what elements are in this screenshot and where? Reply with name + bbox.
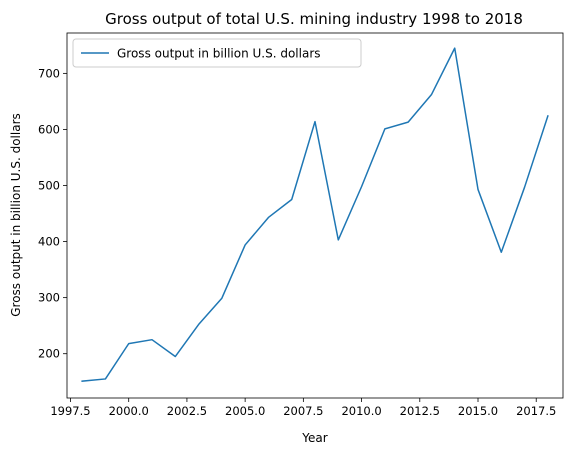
x-axis-label: Year bbox=[301, 431, 327, 445]
series-line-0 bbox=[81, 47, 549, 382]
x-tick-label: 1997.5 bbox=[50, 404, 90, 418]
x-tick-label: 2015.0 bbox=[458, 404, 498, 418]
y-tick-label: 700 bbox=[38, 66, 60, 80]
chart-title: Gross output of total U.S. mining indust… bbox=[105, 10, 523, 28]
x-tick-label: 2005.0 bbox=[225, 404, 265, 418]
legend: Gross output in billion U.S. dollars bbox=[72, 38, 362, 68]
x-tick-label: 2002.5 bbox=[167, 404, 207, 418]
y-tick-label: 500 bbox=[38, 179, 60, 193]
y-axis-ticks: 200 300 400 500 600 700 bbox=[38, 66, 67, 361]
x-axis-ticks: 1997.5 2000.0 2002.5 2005.0 2007.5 2010.0 2012… bbox=[50, 398, 556, 418]
x-tick-label: 2012.5 bbox=[400, 404, 440, 418]
x-tick-label: 2017.5 bbox=[516, 404, 556, 418]
y-tick-label: 600 bbox=[38, 122, 60, 136]
y-tick-label: 300 bbox=[38, 291, 60, 305]
y-tick-label: 200 bbox=[38, 347, 60, 361]
legend-label: Gross output in billion U.S. dollars bbox=[117, 47, 321, 61]
x-tick-label: 2000.0 bbox=[109, 404, 149, 418]
x-tick-label: 2010.0 bbox=[341, 404, 381, 418]
legend-box bbox=[72, 38, 362, 68]
y-tick-label: 400 bbox=[38, 235, 60, 249]
plot-frame bbox=[66, 32, 564, 399]
x-tick-label: 2007.5 bbox=[283, 404, 323, 418]
plot-area bbox=[81, 47, 549, 382]
y-axis-label: Gross output in billion U.S. dollars bbox=[9, 113, 23, 317]
